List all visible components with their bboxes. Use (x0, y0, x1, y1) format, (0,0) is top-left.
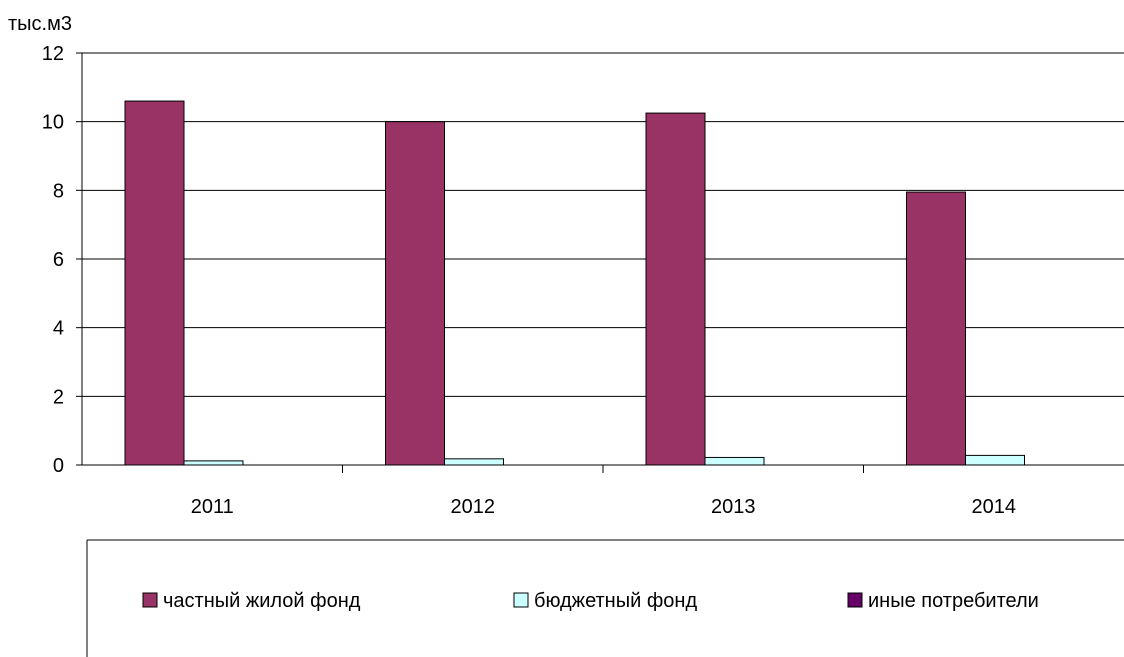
y-tick-label: 10 (42, 112, 64, 134)
legend-swatch-3 (847, 592, 863, 608)
y-tick-label: 0 (53, 455, 64, 477)
bar-2-2011 (183, 460, 244, 466)
bar-1-2013 (645, 112, 706, 466)
bar-1-2014 (906, 191, 966, 466)
y-tick-label: 2 (53, 386, 64, 408)
bar-2-2014 (965, 454, 1025, 466)
legend: частный жилой фонд бюджетный фонд иные пот… (86, 539, 1124, 657)
y-tick-labels: 0 2 4 6 8 10 12 (42, 43, 64, 477)
y-tick-label: 6 (53, 249, 64, 271)
axes (76, 52, 1124, 473)
x-tick-label: 2014 (972, 496, 1017, 518)
legend-label-3: иные потребители (868, 590, 1039, 612)
x-tick-label: 2012 (451, 496, 496, 518)
legend-label-1: частный жилой фонд (163, 590, 361, 612)
bar-1-2012 (385, 121, 445, 466)
bars (124, 100, 1025, 466)
legend-swatch-1 (142, 592, 158, 608)
y-tick-label: 12 (42, 43, 64, 65)
x-tick-label: 2011 (191, 496, 234, 518)
y-axis-unit-label: тыс.м3 (8, 13, 72, 35)
gridlines (82, 52, 1124, 397)
bar-1-2011 (124, 100, 185, 466)
bar-2-2012 (444, 458, 504, 466)
bar-2-2013 (704, 456, 765, 466)
x-tick-label: 2013 (711, 496, 756, 518)
x-tick-labels: 2011 2012 2013 2014 (191, 496, 1016, 518)
legend-swatch-2 (513, 592, 529, 608)
y-tick-label: 8 (53, 180, 64, 202)
legend-label-2: бюджетный фонд (534, 590, 697, 612)
y-tick-label: 4 (53, 318, 64, 340)
